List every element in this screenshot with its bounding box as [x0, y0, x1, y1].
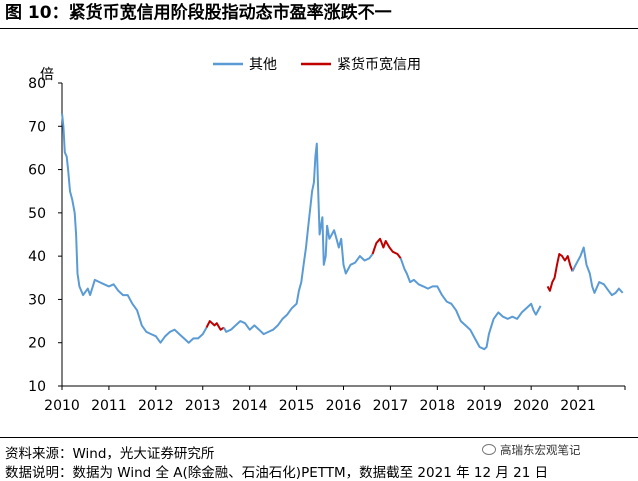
- y-tick-label: 80: [28, 76, 46, 92]
- x-tick-label: 2011: [91, 398, 127, 414]
- source-note: 资料来源：Wind，光大证券研究所: [5, 446, 215, 462]
- y-tick-label: 40: [28, 249, 46, 265]
- y-tick-label: 60: [28, 163, 46, 179]
- legend-label: 其他: [249, 57, 277, 73]
- x-tick-label: 2021: [560, 398, 596, 414]
- tight-money-series-line: [371, 237, 402, 259]
- chart-axes: 10 20 30 40 50 60 70 80倍 2010 2011 2012 2013 2014 201…: [28, 67, 626, 414]
- x-tick-label: 2016: [326, 398, 362, 414]
- y-tick-label: 30: [28, 292, 46, 308]
- data-note: 数据说明：数据为 Wind 全 A(除金融、石油石化)PETTM，数据截至 20…: [5, 465, 549, 481]
- chart-legend: 其他 紧货币宽信用: [213, 56, 421, 73]
- x-tick-label: 2014: [232, 398, 268, 414]
- other-series-line: [223, 142, 374, 336]
- other-series-line: [399, 257, 542, 351]
- figure-title-bar: 图 10：紧货币宽信用阶段股指动态市盈率涨跌不一: [0, 0, 638, 29]
- x-tick-label: 2015: [279, 398, 315, 414]
- watermark: 高瑞东宏观笔记: [478, 442, 581, 458]
- y-axis-unit: 倍: [40, 67, 54, 83]
- watermark-text: 高瑞东宏观笔记: [500, 443, 581, 457]
- footer-divider: [0, 437, 638, 438]
- x-tick-label: 2012: [138, 398, 174, 414]
- x-tick-label: 2013: [185, 398, 221, 414]
- wechat-icon: [482, 444, 496, 455]
- y-tick-label: 20: [28, 336, 46, 352]
- legend-label: 紧货币宽信用: [337, 56, 421, 73]
- pe-line-chart: 其他 紧货币宽信用 10 20 30 40 50 60 70 80倍 2010 2011 2012 20…: [28, 56, 626, 414]
- x-tick-label: 2017: [373, 398, 409, 414]
- y-tick-label: 10: [28, 379, 46, 395]
- y-tick-label: 50: [28, 206, 46, 222]
- x-tick-label: 2020: [513, 398, 549, 414]
- figure-title: 图 10：紧货币宽信用阶段股指动态市盈率涨跌不一: [5, 3, 392, 23]
- chart-series: [61, 113, 624, 351]
- x-tick-label: 2019: [466, 398, 502, 414]
- other-series-line: [61, 113, 208, 344]
- y-tick-label: 70: [28, 119, 46, 135]
- tight-money-series-line: [546, 253, 574, 292]
- x-tick-label: 2018: [420, 398, 456, 414]
- tight-money-series-line: [205, 320, 225, 331]
- other-series-line: [571, 246, 624, 297]
- x-tick-label: 2010: [44, 398, 80, 414]
